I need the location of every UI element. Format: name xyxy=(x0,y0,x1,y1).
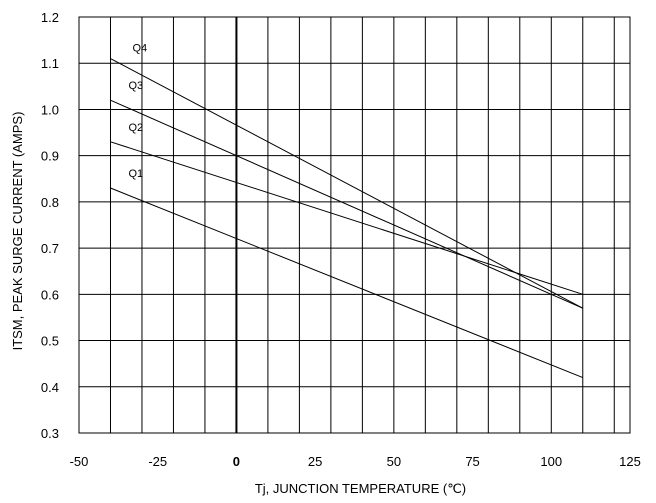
x-tick-label: -25 xyxy=(148,454,167,469)
y-tick-label: 1.1 xyxy=(41,56,59,71)
y-tick-label: 0.4 xyxy=(41,380,59,395)
y-tick-label: 0.8 xyxy=(41,195,59,210)
y-axis-title: ITSM, PEAK SURGE CURRENT (AMPS) xyxy=(10,112,25,351)
y-tick-label: 0.6 xyxy=(41,287,59,302)
x-tick-label: 25 xyxy=(308,454,322,469)
x-tick-labels: -50 -25 0 25 50 75 100 125 xyxy=(70,454,641,469)
y-tick-label: 1.2 xyxy=(41,10,59,25)
series-labels: Q1 Q2 Q3 Q4 xyxy=(128,43,147,180)
y-tick-labels: 0.3 0.4 0.5 0.6 0.7 0.8 0.9 1.0 1.1 1.2 xyxy=(41,10,59,441)
y-tick-label: 0.7 xyxy=(41,241,59,256)
x-tick-label: -50 xyxy=(70,454,89,469)
y-tick-label: 0.5 xyxy=(41,334,59,349)
series-line-q4 xyxy=(110,58,584,309)
series-label-q4: Q4 xyxy=(132,43,147,55)
plot-frame xyxy=(78,16,631,434)
series-label-q2: Q2 xyxy=(128,122,143,134)
series-label-q3: Q3 xyxy=(128,80,143,92)
x-axis-title: Tj, JUNCTION TEMPERATURE (℃) xyxy=(255,481,466,496)
series-group xyxy=(110,58,584,378)
x-tick-label: 0 xyxy=(233,454,240,469)
series-line-q2 xyxy=(110,141,583,295)
x-tick-label: 75 xyxy=(465,454,479,469)
x-tick-label: 50 xyxy=(387,454,401,469)
y-tick-label: 0.9 xyxy=(41,149,59,164)
grid xyxy=(79,17,630,433)
series-label-q1: Q1 xyxy=(128,168,143,180)
y-tick-label: 0.3 xyxy=(41,426,59,441)
x-tick-label: 125 xyxy=(619,454,641,469)
y-tick-label: 1.0 xyxy=(41,102,59,117)
series-line-q1 xyxy=(110,187,583,378)
series-line-q3 xyxy=(110,99,583,309)
x-tick-label: 100 xyxy=(540,454,562,469)
